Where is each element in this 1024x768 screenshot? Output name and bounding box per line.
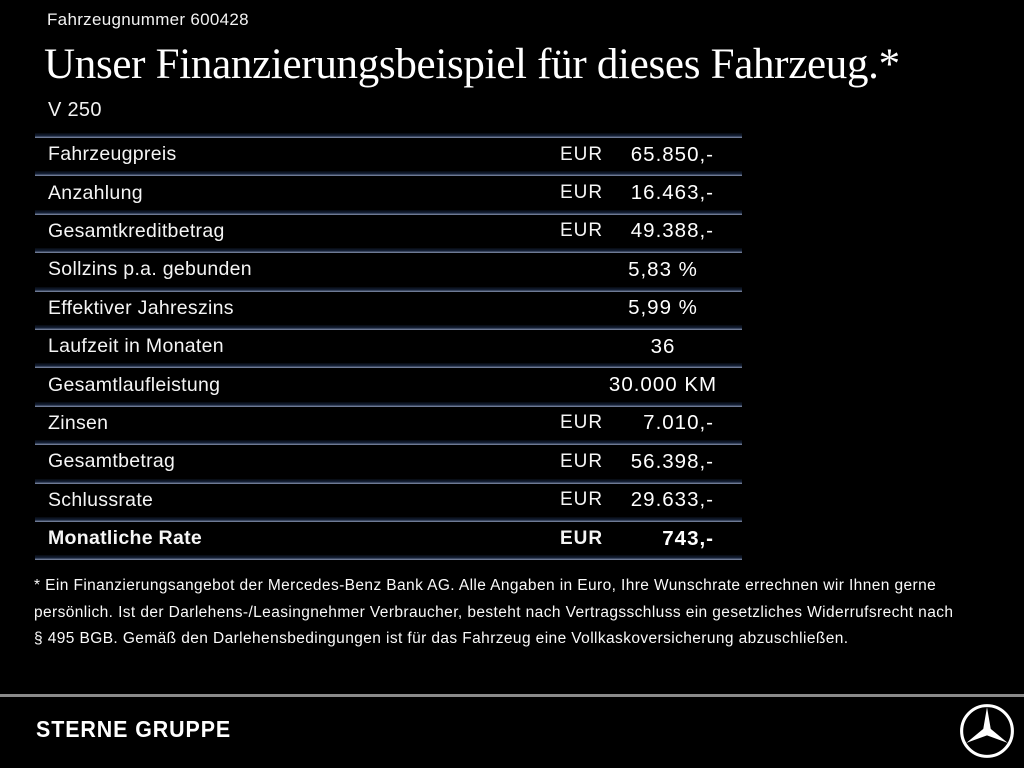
row-value: 65.850,- bbox=[630, 142, 714, 166]
footnote-line: * Ein Finanzierungsangebot der Mercedes-… bbox=[34, 577, 937, 594]
table-divider bbox=[35, 248, 742, 254]
page-title: Unser Finanzierungsbeispiel für dieses F… bbox=[44, 41, 900, 88]
table-row-schlussrate: Schlussrate EUR 29.633,- bbox=[35, 484, 742, 517]
table-divider bbox=[35, 363, 742, 369]
financing-table: Fahrzeugpreis EUR 65.850,- Anzahlung EUR… bbox=[35, 133, 742, 561]
table-row-effektiver-jahreszins: Effektiver Jahreszins 5,99 % bbox=[35, 292, 742, 325]
row-value: 7.010,- bbox=[643, 411, 714, 435]
table-divider bbox=[35, 286, 742, 292]
row-currency: EUR bbox=[560, 412, 604, 434]
table-row-anzahlung: Anzahlung EUR 16.463,- bbox=[35, 176, 742, 209]
table-row-laufzeit: Laufzeit in Monaten 36 bbox=[35, 330, 742, 363]
table-row-monatliche-rate: Monatliche Rate EUR 743,- bbox=[35, 522, 742, 555]
footnote-line: § 495 BGB. Gemäß den Darlehensbedingunge… bbox=[34, 630, 849, 647]
row-value: 36 bbox=[650, 334, 676, 358]
footnote-line: persönlich. Ist der Darlehens-/Leasingne… bbox=[34, 603, 954, 621]
table-divider bbox=[35, 478, 742, 484]
table-divider bbox=[35, 516, 742, 522]
row-value: 743,- bbox=[662, 526, 714, 550]
row-label: Sollzins p.a. gebunden bbox=[48, 258, 252, 281]
row-label: Monatliche Rate bbox=[48, 527, 203, 550]
row-currency: EUR bbox=[560, 527, 604, 549]
table-divider bbox=[35, 133, 742, 138]
table-divider bbox=[35, 209, 742, 215]
footnote: * Ein Finanzierungsangebot der Mercedes-… bbox=[34, 573, 1014, 653]
row-label: Laufzeit in Monaten bbox=[48, 335, 224, 358]
mercedes-benz-star-logo bbox=[960, 704, 1014, 758]
table-row-fahrzeugpreis: Fahrzeugpreis EUR 65.850,- bbox=[35, 138, 742, 171]
row-label: Effektiver Jahreszins bbox=[48, 296, 234, 319]
row-label: Schlussrate bbox=[48, 488, 154, 511]
row-label: Gesamtkreditbetrag bbox=[48, 219, 225, 242]
row-currency: EUR bbox=[560, 450, 604, 472]
table-row-zinsen: Zinsen EUR 7.010,- bbox=[35, 407, 742, 440]
table-divider bbox=[35, 401, 742, 407]
table-row-gesamtlaufleistung: Gesamtlaufleistung 30.000 KM bbox=[35, 368, 742, 401]
table-divider bbox=[35, 324, 742, 330]
row-label: Gesamtlaufleistung bbox=[48, 373, 221, 396]
table-divider bbox=[35, 555, 742, 561]
row-currency: EUR bbox=[560, 143, 604, 165]
row-label: Gesamtbetrag bbox=[48, 450, 176, 473]
row-label: Fahrzeugpreis bbox=[48, 143, 177, 166]
row-value: 5,83 % bbox=[628, 257, 698, 281]
table-divider bbox=[35, 171, 742, 177]
row-label: Anzahlung bbox=[48, 181, 143, 204]
row-value: 30.000 KM bbox=[608, 373, 718, 397]
row-value: 56.398,- bbox=[630, 449, 714, 473]
vehicle-number: Fahrzeugnummer 600428 bbox=[47, 10, 249, 29]
dealer-name: STERNE GRUPPE bbox=[36, 716, 232, 742]
table-divider bbox=[35, 440, 742, 446]
row-currency: EUR bbox=[560, 489, 604, 511]
row-value: 49.388,- bbox=[630, 219, 714, 243]
row-value: 5,99 % bbox=[628, 296, 698, 320]
footer-divider bbox=[0, 694, 1024, 697]
row-currency: EUR bbox=[560, 182, 604, 204]
table-row-gesamtkreditbetrag: Gesamtkreditbetrag EUR 49.388,- bbox=[35, 215, 742, 248]
row-value: 16.463,- bbox=[630, 181, 714, 205]
row-label: Zinsen bbox=[48, 411, 109, 434]
table-row-gesamtbetrag: Gesamtbetrag EUR 56.398,- bbox=[35, 445, 742, 478]
row-currency: EUR bbox=[560, 220, 604, 242]
vehicle-model: V 250 bbox=[48, 99, 102, 121]
table-row-sollzins: Sollzins p.a. gebunden 5,83 % bbox=[35, 253, 742, 286]
row-value: 29.633,- bbox=[630, 488, 714, 512]
